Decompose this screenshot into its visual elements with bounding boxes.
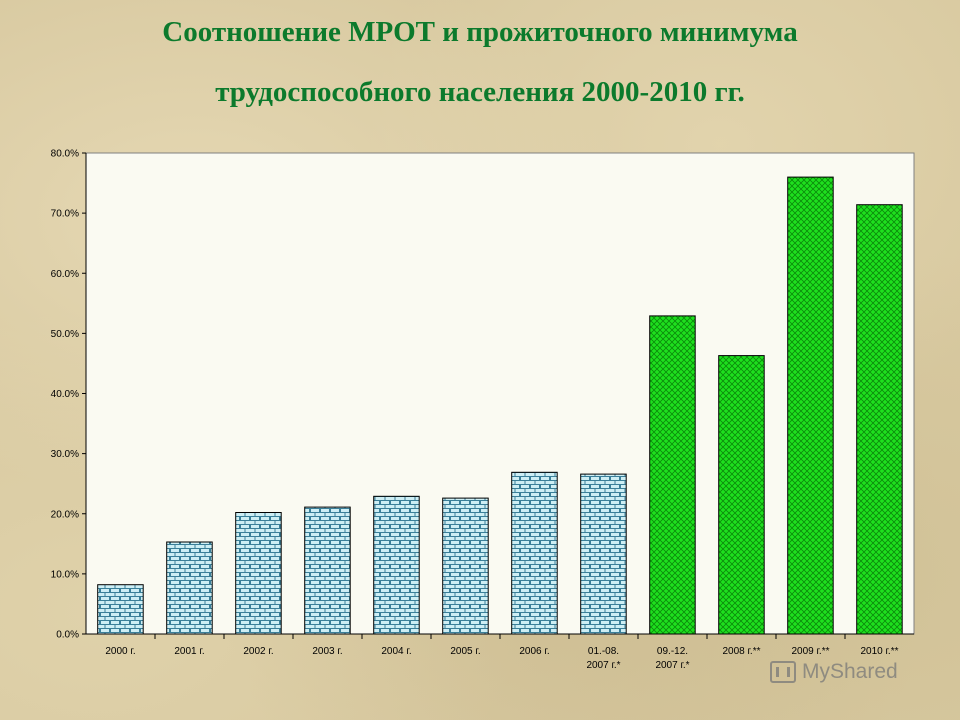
- bar: [787, 176, 834, 635]
- chart-title-line-1: Соотношение МРОТ и прожиточного минимума: [162, 16, 798, 48]
- x-tick-label: 2000 г.: [105, 646, 135, 657]
- x-tick-label: 01.-08. 2007 г.*: [586, 646, 620, 671]
- x-tick-label: 2008 г.**: [722, 646, 760, 657]
- y-tick-label: 30.0%: [51, 449, 79, 460]
- x-tick-label: 09.-12. 2007 г.*: [655, 646, 689, 671]
- bar: [304, 506, 351, 635]
- x-tick-label: 2001 г.: [174, 646, 204, 657]
- watermark-text: MyShared: [802, 660, 898, 683]
- x-tick-label: 2003 г.: [312, 646, 342, 657]
- myshared-logo-icon: [770, 661, 796, 683]
- bar: [235, 512, 282, 635]
- x-tick-label: 2006 г.: [519, 646, 549, 657]
- y-axis: 0.0% 10.0% 20.0% 30.0% 40.0% 50.0% 60.0% 70.0% 8…: [51, 149, 87, 641]
- y-tick-label: 50.0%: [51, 329, 79, 340]
- x-axis: 2000 г. 2001 г. 2002 г. 2003 г. 2004 г. 2005 …: [86, 633, 914, 671]
- bar: [580, 473, 627, 635]
- plot-area: [85, 152, 915, 635]
- bars-group: [97, 176, 903, 635]
- y-tick-label: 10.0%: [51, 569, 79, 580]
- chart-title-line-2: трудоспособного населения 2000-2010 гг.: [215, 76, 745, 108]
- x-tick-label: 2009 г.**: [791, 646, 829, 657]
- y-tick-label: 20.0%: [51, 509, 79, 520]
- bar: [442, 497, 489, 635]
- y-tick-label: 80.0%: [51, 149, 79, 160]
- x-tick-label: 2010 г.**: [860, 646, 898, 657]
- y-tick-label: 40.0%: [51, 389, 79, 400]
- bar: [856, 204, 903, 635]
- y-tick-label: 70.0%: [51, 209, 79, 220]
- watermark: MyShared: [770, 660, 898, 684]
- y-tick-label: 0.0%: [56, 630, 79, 641]
- x-tick-label: 2002 г.: [243, 646, 273, 657]
- bar: [511, 471, 558, 635]
- x-tick-label: 2004 г.: [381, 646, 411, 657]
- x-tick-label: 2005 г.: [450, 646, 480, 657]
- bar: [97, 584, 144, 635]
- bar: [373, 495, 420, 635]
- y-tick-label: 60.0%: [51, 269, 79, 280]
- bar: [718, 355, 765, 635]
- bar: [649, 315, 696, 635]
- bar: [166, 541, 213, 635]
